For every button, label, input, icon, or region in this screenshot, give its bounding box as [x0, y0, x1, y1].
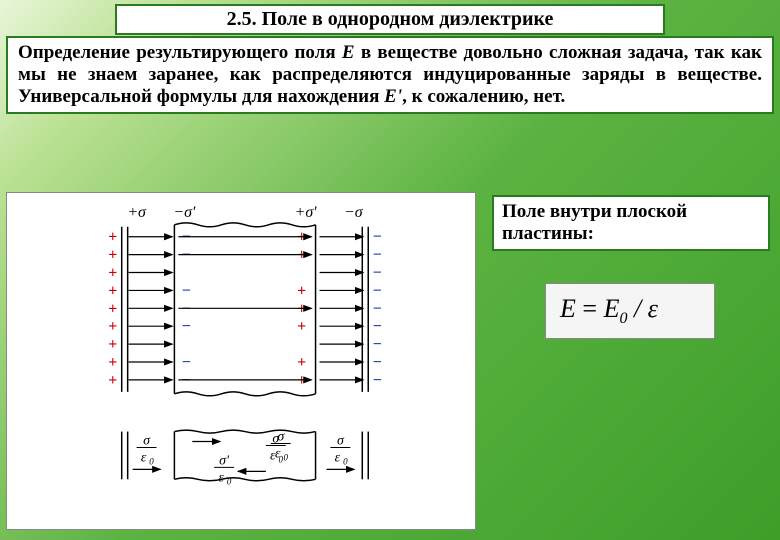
desc-p1: Определение результирующего поля — [18, 42, 342, 63]
svg-text:0: 0 — [149, 456, 154, 466]
svg-text:ε: ε — [270, 448, 276, 463]
svg-text:+: + — [297, 354, 306, 371]
svg-text:−: − — [182, 354, 191, 371]
svg-text:+: + — [108, 264, 117, 281]
svg-text:−: − — [373, 372, 382, 389]
svg-text:−σ': −σ' — [173, 204, 196, 221]
description: Определение результирующего поля E в вещ… — [6, 36, 774, 114]
svg-text:σ: σ — [143, 434, 151, 449]
formula-eq: = — [576, 294, 604, 323]
desc-p3: , к сожалению, нет. — [402, 86, 565, 107]
svg-text:−: − — [373, 336, 382, 353]
svg-text:−: − — [373, 300, 382, 317]
svg-text:−σ: −σ — [344, 204, 364, 221]
svg-text:σ: σ — [272, 432, 280, 447]
formula-lhs: E — [560, 294, 576, 323]
svg-text:−: − — [373, 264, 382, 281]
svg-text:+: + — [108, 282, 117, 299]
svg-text:−: − — [182, 282, 191, 299]
svg-text:+σ: +σ — [127, 204, 147, 221]
svg-text:+: + — [108, 247, 117, 264]
svg-text:0: 0 — [279, 454, 284, 464]
desc-E: E — [342, 42, 355, 63]
svg-text:σ': σ' — [219, 453, 230, 468]
svg-text:+: + — [108, 354, 117, 371]
svg-text:ε: ε — [218, 470, 224, 485]
svg-text:σ: σ — [337, 434, 345, 449]
svg-text:+: + — [108, 336, 117, 353]
side-label: Поле внутри плоской пластины: — [492, 195, 770, 251]
diagram-svg: +σ−σ'+σ'−σ+−−++−−++−+−−++−−++−−++−+−−++−… — [7, 193, 475, 529]
svg-text:+σ': +σ' — [295, 204, 318, 221]
side-label-text: Поле внутри плоской пластины: — [502, 201, 687, 244]
svg-text:0: 0 — [227, 476, 232, 486]
formula-rhs1: E — [604, 294, 620, 323]
capacitor-diagram: +σ−σ'+σ'−σ+−−++−−++−+−−++−−++−−++−+−−++−… — [6, 192, 476, 530]
section-title: 2.5. Поле в однородном диэлектрике — [115, 4, 665, 35]
svg-text:+: + — [108, 318, 117, 335]
svg-text:ε: ε — [141, 450, 147, 465]
svg-text:−: − — [373, 247, 382, 264]
svg-text:+: + — [108, 229, 117, 246]
svg-text:0: 0 — [343, 456, 348, 466]
title-text: 2.5. Поле в однородном диэлектрике — [227, 8, 554, 30]
svg-text:+: + — [108, 300, 117, 317]
svg-text:ε: ε — [335, 450, 341, 465]
svg-text:−: − — [373, 229, 382, 246]
formula-rhs2: / ε — [627, 294, 657, 323]
svg-text:−: − — [373, 318, 382, 335]
svg-text:0: 0 — [283, 452, 288, 462]
formula: E = E0 / ε — [545, 283, 715, 339]
svg-text:−: − — [182, 318, 191, 335]
svg-text:−: − — [373, 354, 382, 371]
svg-text:+: + — [297, 318, 306, 335]
svg-text:+: + — [108, 372, 117, 389]
svg-text:−: − — [373, 282, 382, 299]
desc-Eprime: E' — [384, 86, 402, 107]
svg-text:+: + — [297, 282, 306, 299]
